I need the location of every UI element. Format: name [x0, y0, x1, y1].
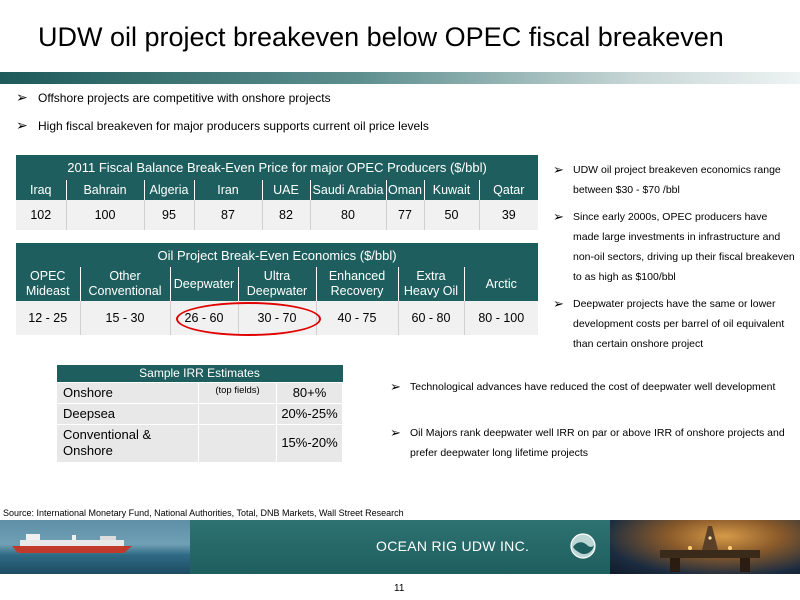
bullet-text: Since early 2000s, OPEC producers have m…	[573, 211, 795, 283]
bullet-arrow-icon: ➢	[16, 89, 28, 105]
header-line: Enhanced	[328, 269, 386, 283]
header-line: Extra	[416, 269, 446, 283]
irr-table-caption: Sample IRR Estimates	[56, 365, 343, 382]
middle-bullet-tech-advances: ➢ Technological advances have reduced the…	[390, 377, 800, 397]
irr-row-value: 80+%	[276, 381, 343, 404]
company-name: OCEAN RIG UDW INC.	[376, 538, 530, 554]
fiscal-value-cell: 95	[143, 200, 194, 230]
bullet-text: High fiscal breakeven for major producer…	[38, 119, 429, 133]
bullet-text: UDW oil project breakeven economics rang…	[573, 164, 781, 196]
fiscal-col-header: Algeria	[143, 180, 194, 200]
oil-table-caption: Oil Project Break-Even Economics ($/bbl)	[16, 243, 539, 267]
header-line: Arctic	[485, 276, 517, 291]
irr-row-note	[198, 402, 277, 425]
irr-row-note	[198, 423, 277, 463]
bullet-text: Technological advances have reduced the …	[410, 381, 776, 393]
drillship-icon	[12, 534, 132, 553]
drilling-rig-icon	[660, 526, 760, 572]
oil-value-cell: 40 - 75	[315, 301, 398, 335]
fiscal-value-cell: 39	[478, 200, 539, 230]
bullet-text: Offshore projects are competitive with o…	[38, 91, 331, 105]
fiscal-value-cell: 102	[16, 200, 66, 230]
fiscal-value-cell: 100	[65, 200, 144, 230]
bullet-text: Oil Majors rank deepwater well IRR on pa…	[410, 427, 785, 459]
fiscal-value-cell: 80	[309, 200, 386, 230]
oil-value-cell: 80 - 100	[463, 301, 539, 335]
irr-row-value: 20%-25%	[276, 402, 343, 425]
oil-col-header: Ultra Deepwater	[237, 267, 316, 301]
source-note: Source: International Monetary Fund, Nat…	[3, 508, 404, 518]
slide-title: UDW oil project breakeven below OPEC fis…	[38, 22, 724, 52]
header-line: Heavy Oil	[403, 284, 459, 298]
fiscal-value-cell: 82	[261, 200, 310, 230]
fiscal-col-header: Iran	[193, 180, 262, 200]
fiscal-value-cell: 87	[193, 200, 262, 230]
bullet-arrow-icon: ➢	[553, 209, 564, 224]
fiscal-col-header: Iraq	[16, 180, 66, 200]
fiscal-value-cell: 77	[385, 200, 424, 230]
oil-col-header: Deepwater	[169, 267, 238, 301]
footer-band	[0, 520, 800, 574]
fiscal-col-header: Oman	[385, 180, 424, 200]
fiscal-col-header: Bahrain	[65, 180, 144, 200]
drillship-photo	[0, 520, 190, 574]
header-line: Ultra	[263, 269, 291, 283]
title-underline-band	[0, 72, 800, 84]
label-line: Onshore	[63, 443, 113, 458]
irr-row-value: 15%-20%	[276, 423, 343, 463]
bullet-arrow-icon: ➢	[390, 379, 401, 394]
bullet-text: Deepwater projects have the same or lowe…	[573, 298, 785, 350]
footer-center-panel	[190, 520, 610, 574]
bullet-arrow-icon: ➢	[553, 296, 564, 311]
oil-col-header: OPEC Mideast	[16, 267, 80, 301]
fiscal-breakeven-table: 2011 Fiscal Balance Break-Even Price for…	[16, 155, 539, 230]
oil-col-header: Enhanced Recovery	[315, 267, 398, 301]
irr-row-label: Onshore	[56, 381, 199, 404]
oil-col-header: Arctic	[463, 267, 539, 301]
bullet-offshore-competitive: ➢ Offshore projects are competitive with …	[16, 89, 331, 106]
ocean-rig-logo-icon	[570, 533, 596, 559]
oil-value-cell: 12 - 25	[16, 301, 80, 335]
oil-value-cell: 15 - 30	[79, 301, 170, 335]
oil-col-header: Extra Heavy Oil	[397, 267, 464, 301]
right-bullet-opec-investments: ➢ Since early 2000s, OPEC producers have …	[553, 207, 795, 287]
header-line: OPEC	[30, 269, 66, 283]
header-line: Conventional	[88, 284, 162, 298]
bullet-arrow-icon: ➢	[390, 425, 401, 440]
irr-row-label: Deepsea	[56, 402, 199, 425]
header-line: Deepwater	[173, 276, 235, 291]
header-line: Other	[109, 269, 141, 283]
right-bullet-deepwater-costs: ➢ Deepwater projects have the same or low…	[553, 294, 797, 354]
irr-estimates-table: Sample IRR Estimates Onshore (top fields…	[56, 365, 343, 463]
header-line: Mideast	[25, 284, 70, 298]
label-line: Conventional &	[63, 427, 152, 442]
header-line: Deepwater	[246, 284, 308, 298]
irr-row-label: Conventional & Onshore	[56, 423, 199, 463]
fiscal-col-header: Kuwait	[423, 180, 479, 200]
fiscal-col-header: Qatar	[478, 180, 539, 200]
deepwater-highlight-ellipse	[176, 302, 321, 336]
bullet-fiscal-breakeven: ➢ High fiscal breakeven for major produce…	[16, 117, 429, 134]
oil-col-header: Other Conventional	[79, 267, 170, 301]
middle-bullet-oil-majors-irr: ➢ Oil Majors rank deepwater well IRR on p…	[390, 423, 800, 463]
irr-row-note: (top fields)	[198, 381, 277, 404]
header-line: Recovery	[330, 284, 384, 298]
fiscal-col-header: UAE	[261, 180, 310, 200]
fiscal-col-header: Saudi Arabia	[309, 180, 386, 200]
bullet-arrow-icon: ➢	[16, 117, 28, 133]
fiscal-value-cell: 50	[423, 200, 479, 230]
page-number: 11	[394, 583, 405, 594]
bullet-arrow-icon: ➢	[553, 162, 564, 177]
right-bullet-udw-range: ➢ UDW oil project breakeven economics ran…	[553, 160, 795, 200]
fiscal-table-caption: 2011 Fiscal Balance Break-Even Price for…	[16, 155, 539, 180]
oil-value-cell: 60 - 80	[397, 301, 464, 335]
